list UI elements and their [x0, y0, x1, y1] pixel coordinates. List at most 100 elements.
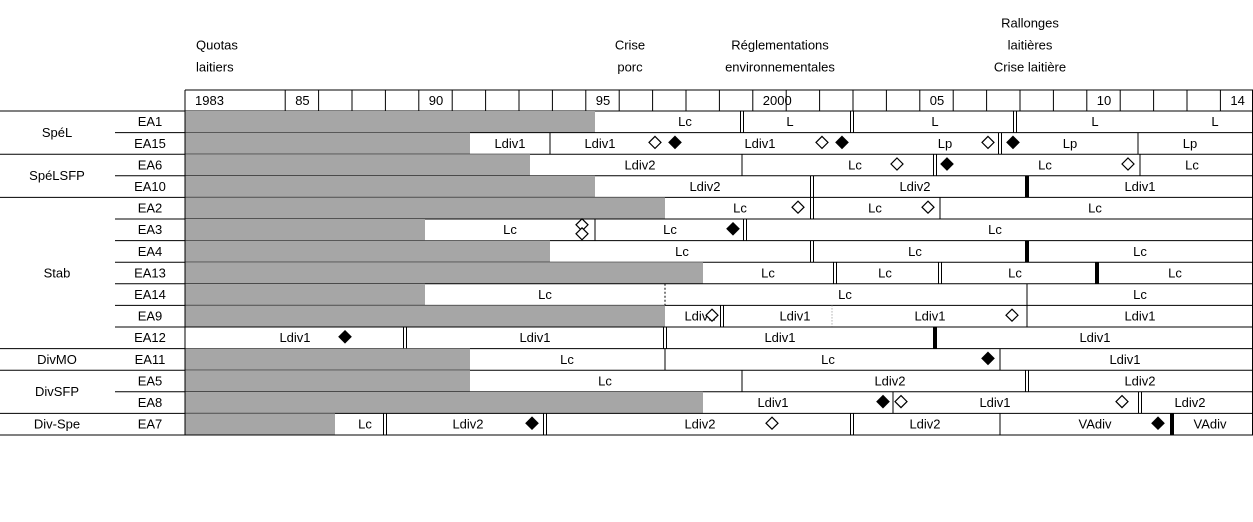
period-label: Lc: [988, 222, 1002, 237]
period-label: Lc: [678, 114, 692, 129]
pre-period: [185, 305, 665, 327]
period-label: Ldiv1: [1109, 352, 1140, 367]
pre-period: [185, 240, 550, 263]
period-label: Ldiv1: [584, 136, 615, 151]
group-label: DivSFP: [35, 384, 79, 399]
open-diamond: [705, 308, 719, 323]
pre-period: [185, 348, 470, 371]
event-label: Crise: [615, 37, 645, 52]
row-id: EA6: [138, 157, 163, 172]
year-label: 1983: [195, 93, 224, 108]
period-label: Lp: [938, 136, 952, 151]
pre-period: [185, 197, 665, 219]
open-diamond: [575, 226, 589, 241]
filled-diamond: [1006, 135, 1020, 150]
period-label: Ldiv1: [744, 136, 775, 151]
event-label: Quotas: [196, 37, 238, 52]
period-label: Lc: [878, 265, 892, 280]
period-label: Ldiv1: [979, 395, 1010, 410]
period-label: Lc: [598, 373, 612, 388]
period-label: Lp: [1063, 136, 1077, 151]
period-label: Lc: [733, 201, 747, 216]
event-label: Crise laitière: [994, 59, 1066, 74]
period-label: Lc: [1088, 201, 1102, 216]
period-label: Ldiv2: [909, 417, 940, 432]
period-label: Ldiv2: [452, 417, 483, 432]
open-diamond: [791, 200, 805, 215]
pre-period: [185, 175, 595, 198]
pre-period: [185, 132, 470, 155]
open-diamond: [1121, 157, 1135, 171]
open-diamond: [1005, 308, 1019, 323]
period-label: Lc: [1185, 157, 1199, 172]
year-label: 90: [429, 93, 443, 108]
period-label: Ldiv1: [914, 309, 945, 324]
row-id: EA14: [134, 287, 166, 302]
period-label: Lp: [1183, 136, 1197, 151]
period-label: Ldiv1: [1124, 309, 1155, 324]
period-label: Lc: [761, 265, 775, 280]
group-label: DivMO: [37, 352, 77, 367]
open-diamond: [815, 135, 829, 150]
period-label: Ldiv2: [899, 179, 930, 194]
row-id: EA2: [138, 201, 163, 216]
period-label: Lc: [868, 201, 882, 216]
open-diamond: [890, 157, 904, 171]
row-id: EA3: [138, 222, 163, 237]
open-diamond: [981, 135, 995, 150]
year-label: 85: [295, 93, 309, 108]
period-label: Ldiv2: [689, 179, 720, 194]
year-label: 95: [596, 93, 610, 108]
period-label: Lc: [1168, 265, 1182, 280]
period-label: L: [786, 114, 793, 129]
group-label: SpéLSFP: [29, 168, 85, 183]
filled-diamond: [338, 329, 352, 344]
row-id: EA10: [134, 179, 166, 194]
period-label: L: [931, 114, 938, 129]
event-label: Réglementations: [731, 37, 829, 52]
filled-diamond: [981, 351, 995, 366]
period-label: Lc: [663, 222, 677, 237]
year-label: 10: [1097, 93, 1111, 108]
period-label: Ldiv1: [779, 309, 810, 324]
group-label: SpéL: [42, 125, 72, 140]
period-label: Ldiv1: [279, 330, 310, 345]
period-label: Lc: [848, 157, 862, 172]
open-diamond: [648, 135, 662, 150]
open-diamond: [765, 416, 779, 431]
period-label: Ldiv2: [624, 157, 655, 172]
row-id: EA5: [138, 373, 163, 388]
filled-diamond: [668, 135, 682, 150]
pre-period: [185, 283, 425, 306]
period-label: VAdiv: [1079, 417, 1112, 432]
row-id: EA12: [134, 330, 166, 345]
period-label: Lc: [503, 222, 517, 237]
row-id: EA11: [135, 352, 166, 367]
group-label: Stab: [44, 265, 71, 280]
year-label: 14: [1230, 93, 1244, 108]
pre-period: [185, 111, 595, 133]
period-label: Lc: [1133, 287, 1147, 302]
period-label: Ldiv1: [757, 395, 788, 410]
open-diamond: [894, 394, 908, 409]
period-label: Ldiv1: [1079, 330, 1110, 345]
period-label: Lc: [675, 244, 689, 259]
event-label: porc: [617, 59, 643, 74]
period-label: L: [1211, 114, 1218, 129]
row-id: EA1: [138, 114, 163, 129]
period-label: Lc: [1038, 157, 1052, 172]
filled-diamond: [1151, 416, 1165, 431]
filled-diamond: [835, 135, 849, 150]
pre-period: [185, 370, 470, 392]
period-label: Ldiv1: [519, 330, 550, 345]
period-label: Ldiv1: [494, 136, 525, 151]
event-label: environnementales: [725, 59, 835, 74]
year-label: 05: [930, 93, 944, 108]
filled-diamond: [525, 416, 539, 431]
row-id: EA13: [134, 265, 166, 280]
period-label: Ldiv2: [684, 417, 715, 432]
pre-period: [185, 391, 703, 414]
pre-period: [185, 262, 703, 284]
pre-period: [185, 413, 335, 435]
